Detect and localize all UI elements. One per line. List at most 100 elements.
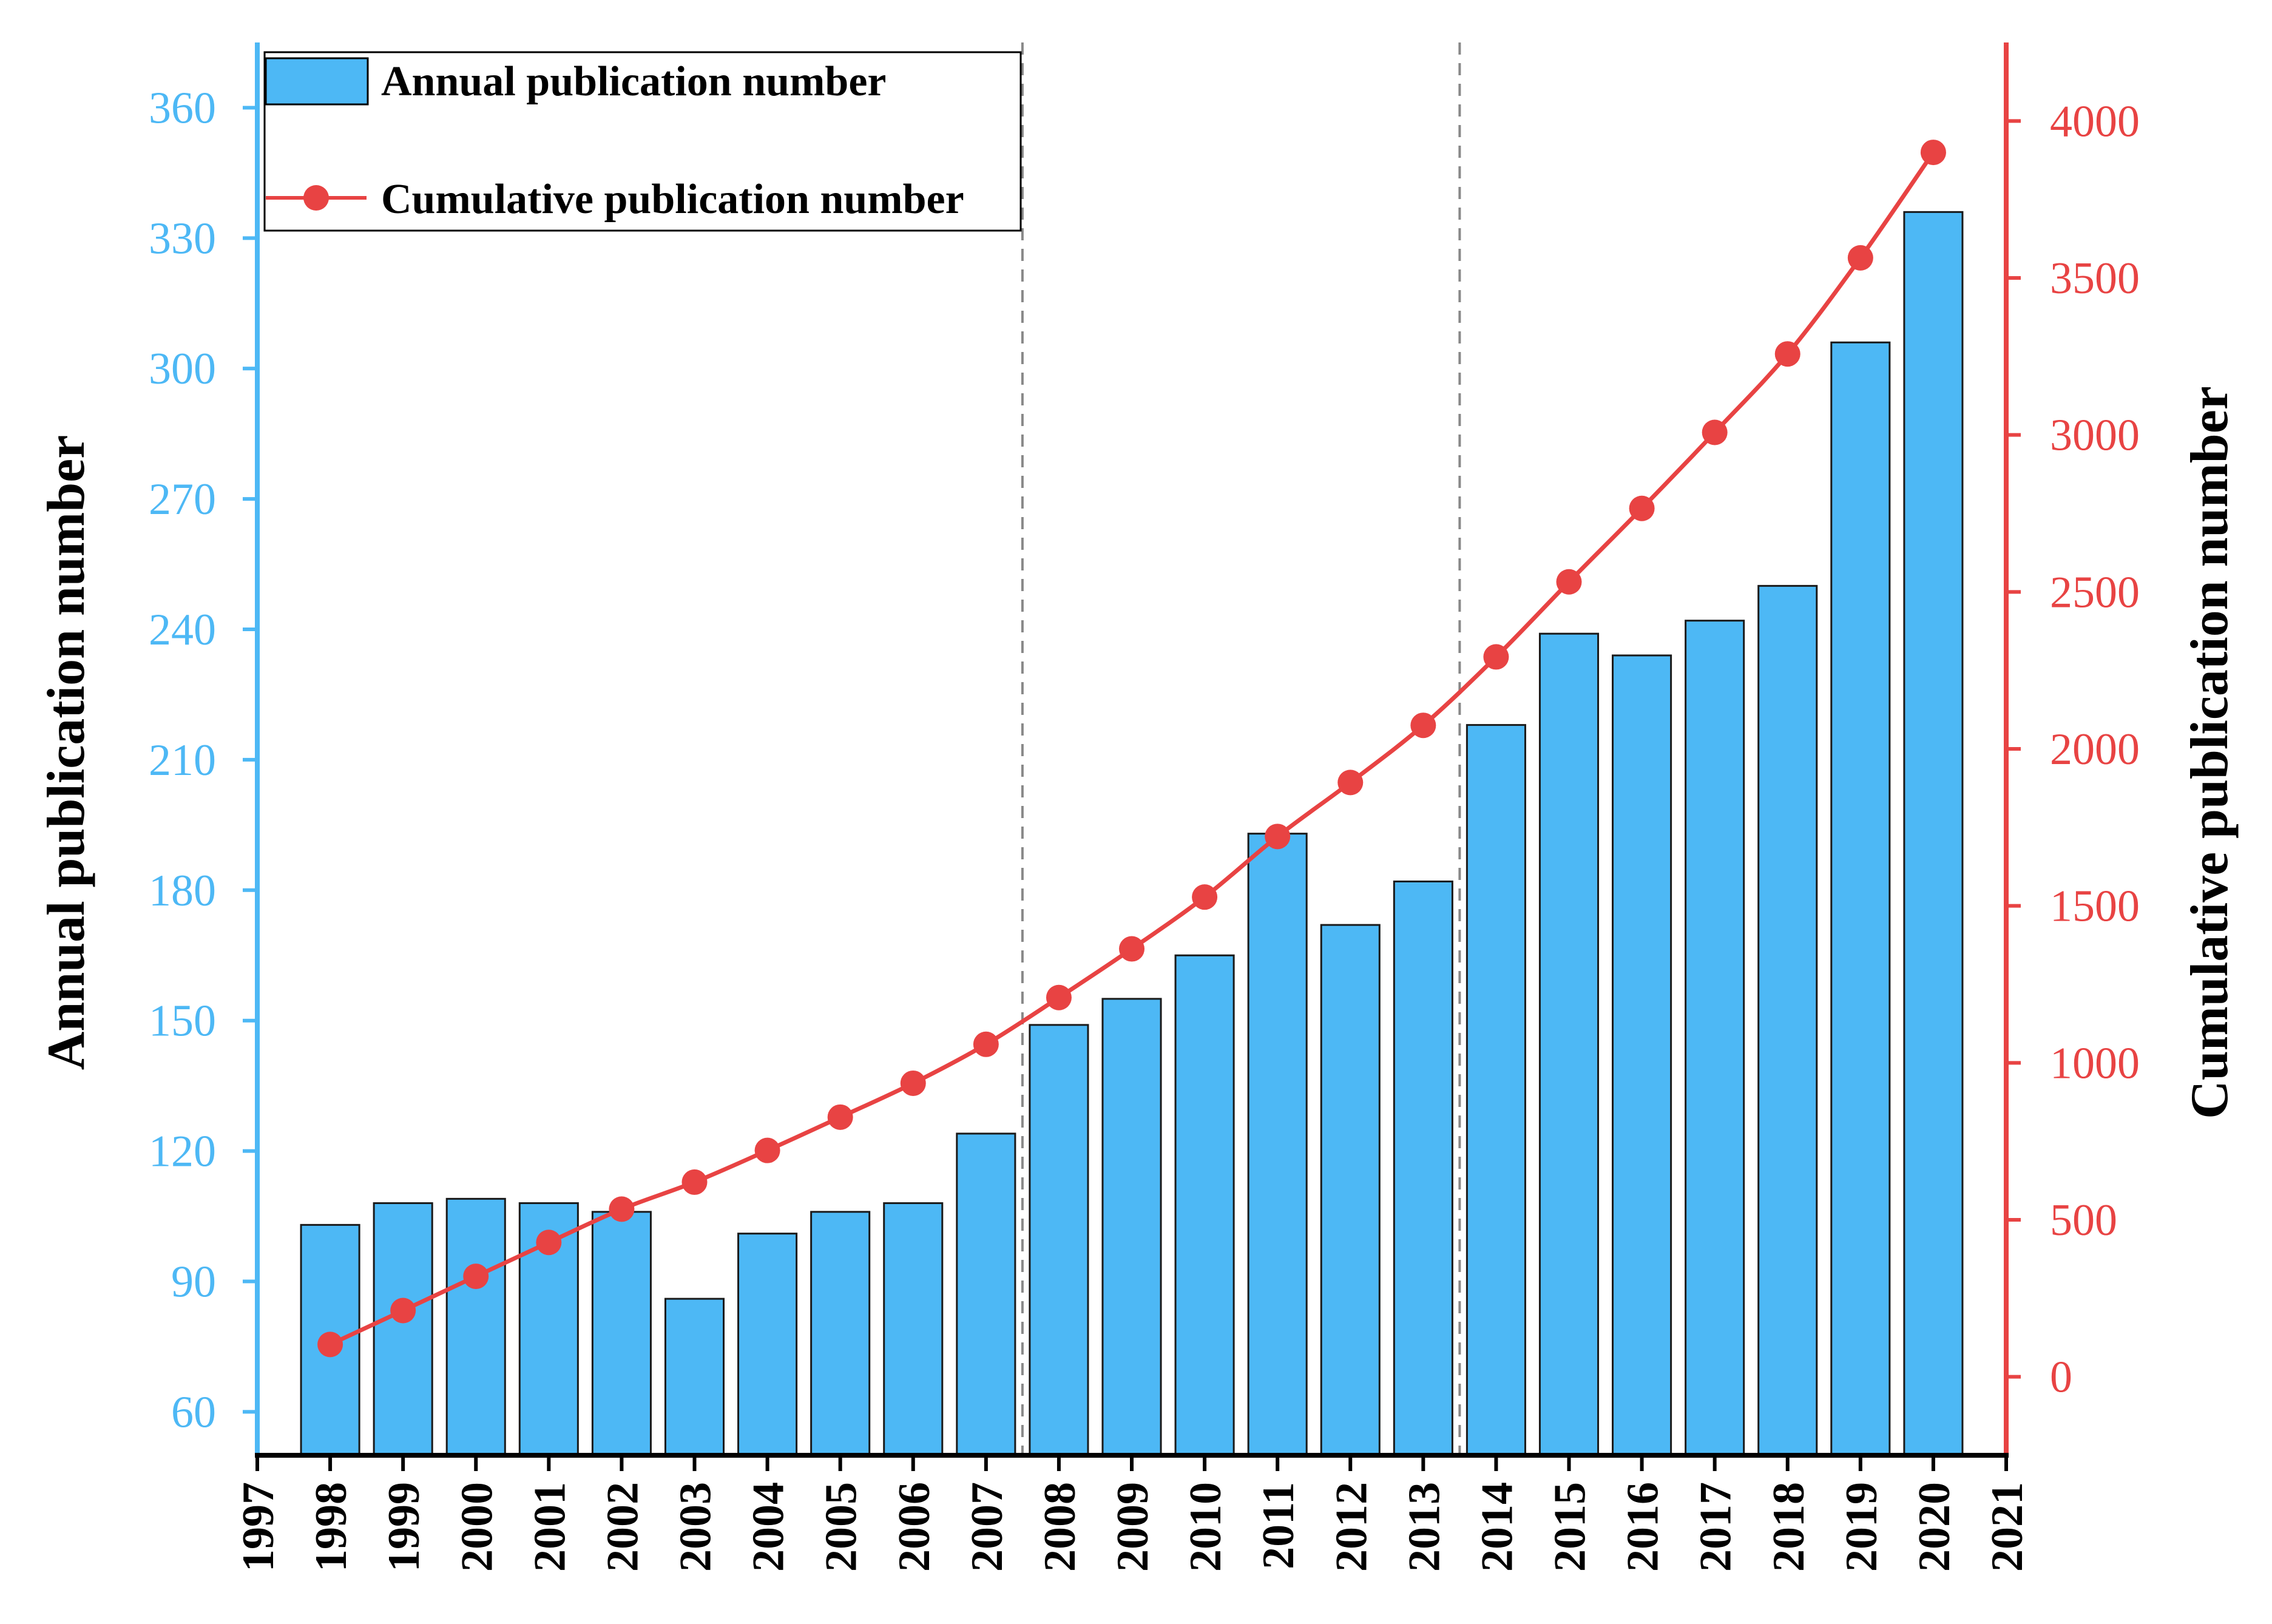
right-tick-label-0: 0 [2050,1353,2072,1402]
point-2001 [536,1230,562,1256]
bar-2013 [1393,880,1453,1457]
left-tick-label-270: 270 [149,475,216,524]
x-tick-label-2013: 2013 [1399,1482,1449,1572]
x-tick-label-2011: 2011 [1254,1482,1303,1569]
x-tick-label-2006: 2006 [890,1482,939,1572]
point-2013 [1410,712,1436,739]
x-tick-label-2003: 2003 [671,1482,721,1572]
left-tick-label-210: 210 [149,736,216,785]
point-2019 [1847,245,1873,271]
x-tick-label-2007: 2007 [962,1482,1012,1572]
point-2009 [1119,936,1144,962]
left-tick-label-180: 180 [149,866,216,916]
x-tick-label-2019: 2019 [1837,1482,1887,1572]
bar-2010 [1174,954,1235,1457]
x-tick-label-2005: 2005 [817,1482,867,1572]
bar-2001 [518,1202,579,1457]
x-tick-label-2001: 2001 [525,1482,575,1572]
x-tick-label-2009: 2009 [1108,1482,1158,1572]
bar-2004 [737,1233,798,1457]
x-tick-label-1997: 1997 [234,1482,283,1572]
point-2002 [609,1196,635,1222]
left-tick-label-330: 330 [149,214,216,263]
point-2020 [1920,140,1946,166]
point-2014 [1483,644,1509,670]
legend-label-cumulative: Cumulative publication number [381,176,964,223]
point-2010 [1192,884,1218,910]
point-2012 [1337,770,1364,796]
line-series [317,140,1946,1358]
bar-2005 [810,1211,871,1457]
left-axis-title: Annual publication number [37,435,96,1071]
left-tick-label-240: 240 [149,605,216,655]
bar-2011 [1247,833,1308,1457]
legend-line-marker [303,185,329,211]
bar-2020 [1903,211,1964,1457]
x-tick-label-2010: 2010 [1181,1482,1231,1572]
point-2006 [900,1070,926,1096]
bar-1999 [373,1202,433,1457]
right-tick-label-3000: 3000 [2050,411,2140,461]
bar-2018 [1757,584,1818,1457]
x-tick-label-2018: 2018 [1764,1482,1814,1572]
bar-2015 [1538,632,1600,1457]
point-2005 [827,1104,853,1130]
x-tick-label-2014: 2014 [1472,1482,1522,1572]
point-2008 [1046,984,1072,1010]
point-2015 [1556,569,1582,595]
point-2000 [463,1264,489,1290]
bar-2008 [1029,1024,1089,1457]
x-tick-label-2002: 2002 [598,1482,647,1572]
bar-2016 [1612,654,1672,1457]
point-1999 [390,1298,416,1324]
right-tick-label-3500: 3500 [2050,254,2140,303]
x-tick-label-1999: 1999 [379,1482,429,1572]
legend-frame [263,51,1022,232]
x-tick-label-2016: 2016 [1618,1482,1668,1572]
right-tick-label-4000: 4000 [2050,96,2140,146]
left-tick-label-120: 120 [149,1127,216,1177]
right-tick-label-1000: 1000 [2050,1038,2140,1088]
bar-2002 [591,1211,652,1457]
left-tick-label-90: 90 [171,1257,216,1307]
point-2003 [681,1169,708,1195]
bar-2006 [883,1202,944,1457]
left-tick-label-300: 300 [149,344,216,394]
bar-2012 [1320,924,1381,1457]
bar-2017 [1685,620,1745,1457]
x-tick-label-2017: 2017 [1691,1482,1741,1572]
bar-2014 [1466,724,1526,1457]
right-axis-title: Cumulative publication number [2180,386,2239,1119]
bar-2009 [1101,998,1162,1457]
point-2017 [1702,419,1728,445]
x-tick-label-2000: 2000 [452,1482,502,1572]
point-2004 [754,1137,780,1163]
point-1998 [317,1331,343,1358]
x-tick-label-2020: 2020 [1910,1482,1959,1572]
left-tick-label-360: 360 [149,83,216,133]
right-tick-label-1500: 1500 [2050,882,2140,932]
period-divider-layer [1021,42,1461,1455]
x-tick-label-2012: 2012 [1327,1482,1376,1572]
point-2011 [1265,824,1291,850]
x-tick-label-2015: 2015 [1546,1482,1595,1572]
point-2018 [1774,341,1800,367]
bar-2019 [1830,341,1891,1457]
right-tick-label-2500: 2500 [2050,567,2140,617]
x-tick-label-2004: 2004 [744,1482,794,1572]
bar-series [300,211,1964,1457]
legend: Annual publication number Cumulative pub… [263,51,1022,232]
x-tick-label-2008: 2008 [1035,1482,1085,1572]
x-tick-label-1998: 1998 [306,1482,356,1572]
left-tick-label-150: 150 [149,996,216,1046]
legend-bar-swatch [265,57,369,106]
legend-label-annual: Annual publication number [381,58,886,105]
left-tick-label-60: 60 [171,1387,216,1437]
bar-2007 [956,1132,1016,1457]
point-2007 [973,1031,999,1057]
bar-2003 [664,1298,725,1457]
point-2016 [1629,495,1655,521]
axes: 60 90 120 150 180 210 240 270 300 330 360 0 500 1000 1… [149,42,2140,1572]
right-tick-label-2000: 2000 [2050,725,2140,774]
